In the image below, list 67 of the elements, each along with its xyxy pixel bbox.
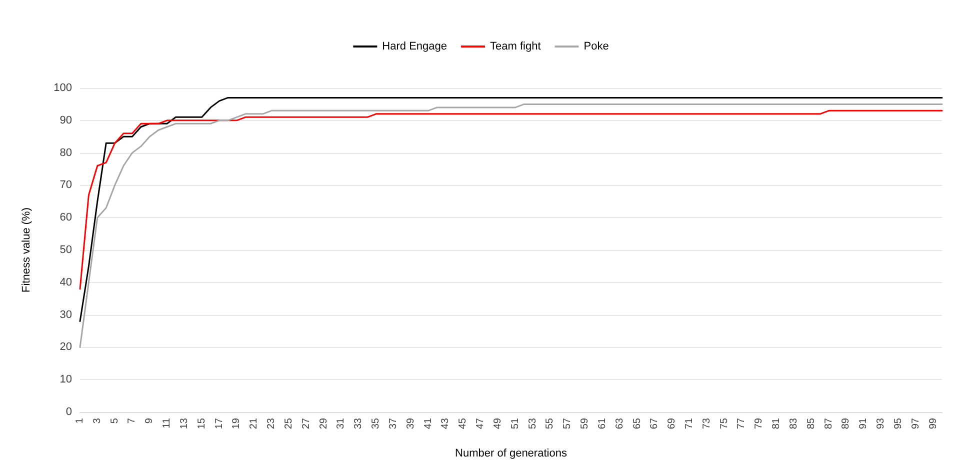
x-tick-label: 55 xyxy=(544,418,556,430)
x-tick-label: 7 xyxy=(126,418,138,424)
x-tick-label: 87 xyxy=(823,418,834,430)
x-tick-label: 33 xyxy=(353,418,364,430)
x-tick-label: 5 xyxy=(109,418,120,424)
x-tick-label: 97 xyxy=(910,418,922,430)
x-tick-label: 41 xyxy=(422,418,434,430)
x-tick-label: 51 xyxy=(510,418,521,430)
x-tick-label: 77 xyxy=(736,418,748,430)
x-tick-label: 99 xyxy=(928,418,939,430)
x-tick-label: 89 xyxy=(840,418,852,430)
x-tick-label: 83 xyxy=(788,418,800,430)
x-tick-label: 59 xyxy=(580,418,591,430)
x-tick-label: 17 xyxy=(214,418,225,430)
x-tick-label: 43 xyxy=(440,418,452,430)
x-tick-label: 91 xyxy=(858,418,870,430)
x-tick-label: 63 xyxy=(614,418,626,430)
x-tick-label: 53 xyxy=(527,418,538,430)
x-tick-label: 57 xyxy=(562,418,574,430)
x-tick-label: 81 xyxy=(771,418,782,430)
x-tick-label: 37 xyxy=(388,418,399,430)
x-tick-label: 39 xyxy=(405,418,416,430)
x-tick-label: 69 xyxy=(666,418,678,430)
x-tick-label: 75 xyxy=(718,418,730,430)
y-tick-label: 10 xyxy=(60,374,72,386)
x-tick-label: 27 xyxy=(300,418,312,430)
y-axis-title: Fitness value (%) xyxy=(20,208,32,292)
y-tick-label: 0 xyxy=(66,406,72,418)
legend-label: Hard Engage xyxy=(382,40,448,52)
x-tick-label: 49 xyxy=(492,418,504,430)
y-tick-label: 80 xyxy=(60,146,72,159)
x-tick-label: 23 xyxy=(266,418,278,430)
x-tick-label: 73 xyxy=(701,418,712,430)
x-tick-label: 19 xyxy=(231,418,242,430)
x-tick-label: 21 xyxy=(248,418,260,430)
x-tick-label: 15 xyxy=(196,418,208,430)
x-tick-label: 13 xyxy=(178,418,190,430)
y-tick-label: 40 xyxy=(60,276,72,288)
x-tick-label: 3 xyxy=(92,418,103,424)
x-tick-label: 61 xyxy=(596,418,608,430)
x-tick-label: 11 xyxy=(162,418,173,428)
x-axis-title: Number of generations xyxy=(455,448,568,460)
y-tick-label: 50 xyxy=(60,244,72,256)
x-tick-label: 95 xyxy=(892,418,904,430)
x-tick-label: 67 xyxy=(649,418,660,430)
x-tick-label: 85 xyxy=(806,418,817,430)
x-tick-label: 31 xyxy=(336,418,347,430)
y-tick-label: 100 xyxy=(54,82,72,94)
legend-label: Poke xyxy=(584,40,609,52)
x-tick-label: 65 xyxy=(632,418,643,430)
x-tick-label: 71 xyxy=(684,418,695,430)
legend-label: Team fight xyxy=(490,40,541,52)
y-tick-label: 70 xyxy=(60,179,72,192)
x-tick-label: 35 xyxy=(370,418,382,430)
x-tick-label: 29 xyxy=(318,418,330,430)
y-tick-label: 60 xyxy=(60,212,72,224)
x-tick-label: 93 xyxy=(876,418,887,430)
x-tick-label: 25 xyxy=(283,418,294,430)
y-tick-label: 20 xyxy=(60,341,72,354)
x-tick-label: 79 xyxy=(754,418,765,430)
x-tick-label: 47 xyxy=(475,418,486,430)
line-series xyxy=(79,110,943,290)
y-tick-label: 30 xyxy=(60,308,72,321)
y-tick-label: 90 xyxy=(60,114,72,126)
x-tick-label: 45 xyxy=(458,418,469,430)
x-tick-label: 1 xyxy=(74,418,86,424)
x-tick-label: 9 xyxy=(144,418,156,424)
